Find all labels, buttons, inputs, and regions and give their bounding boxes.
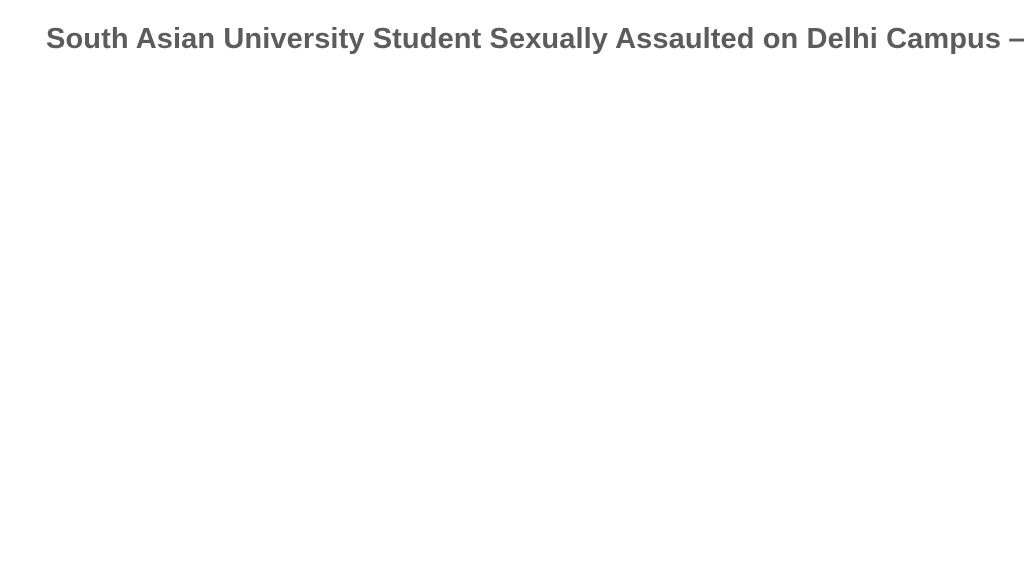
article-header: South Asian University Student Sexually … bbox=[0, 0, 1024, 56]
page-title: South Asian University Student Sexually … bbox=[46, 23, 1024, 55]
article-body bbox=[0, 62, 1024, 576]
